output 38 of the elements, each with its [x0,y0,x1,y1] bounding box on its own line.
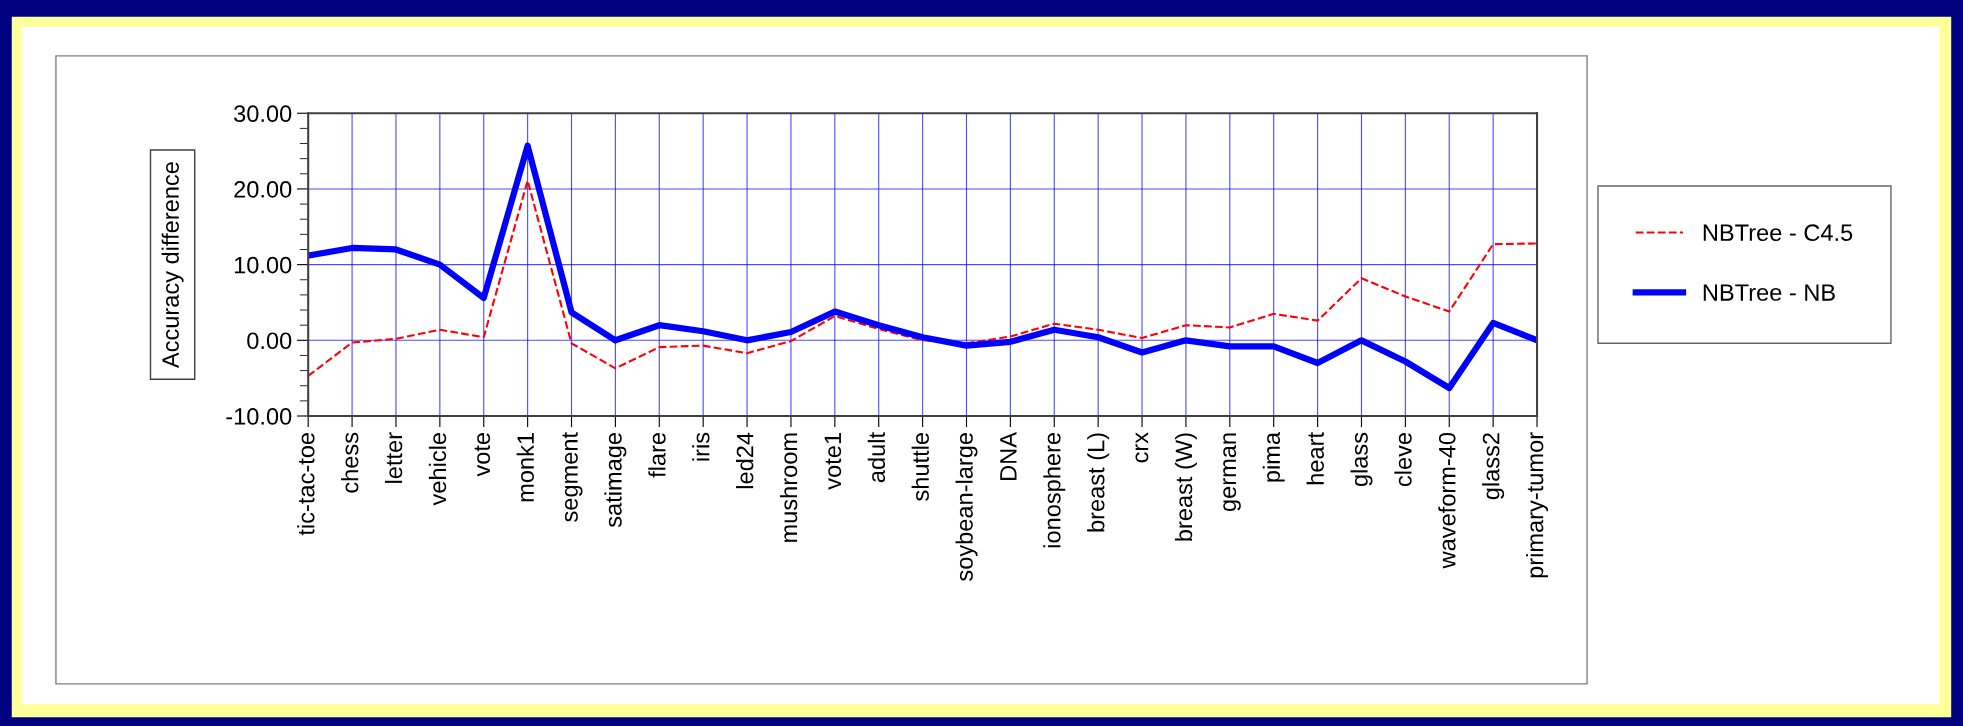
x-tick-label: monk1 [516,433,534,502]
x-tick-label: DNA [1000,432,1017,480]
x-tick-label: crx [1135,432,1149,463]
x-tick-label: vote1 [824,433,842,490]
legend-label: NBTree - NB [1703,284,1835,301]
x-tick-label: letter [384,432,403,483]
x-tick-label: german [1223,433,1241,512]
x-tick-label: primary-tumor [1526,432,1549,578]
x-tick-label: satimage [604,433,627,528]
x-tick-label: glass2 [1482,433,1505,500]
y-tick-label: 30.00 [234,105,292,123]
y-tick-label: 10.00 [234,256,292,274]
x-tick-label: breast (W) [1174,433,1197,541]
line-series [308,179,1538,377]
x-tick-label: flare [648,433,666,478]
x-tick-label: segment [562,432,583,522]
y-tick-label: 0.00 [247,332,292,350]
x-tick-label: vehicle [428,433,447,506]
y-tick-label: 20.00 [234,181,292,198]
x-tick-label: led24 [736,432,754,489]
x-tick-label: vote [474,433,491,477]
x-tick-label: tic-tac-toe [297,433,315,536]
x-tick-label: iris [692,432,710,461]
y-tick-label: -10.00 [226,408,292,425]
y-axis-title: Accuracy difference [161,162,184,369]
x-tick-label: cleve [1394,433,1412,487]
x-tick-label: soybean-large [955,433,978,581]
x-tick-label: waveform-40 [1438,432,1456,569]
x-tick-label: adult [867,432,886,483]
x-tick-label: mushroom [779,433,798,542]
x-tick-label: glass [1350,432,1373,487]
x-tick-label: ionosphere [1043,433,1066,548]
x-tick-label: shuttle [911,433,929,501]
x-tick-label: chess [341,432,359,493]
x-tick-label: breast (L) [1087,433,1110,532]
x-tick-label: heart [1306,432,1324,485]
x-tick-label: pima [1262,431,1285,482]
legend-label: NBTree - C4.5 [1703,224,1853,242]
